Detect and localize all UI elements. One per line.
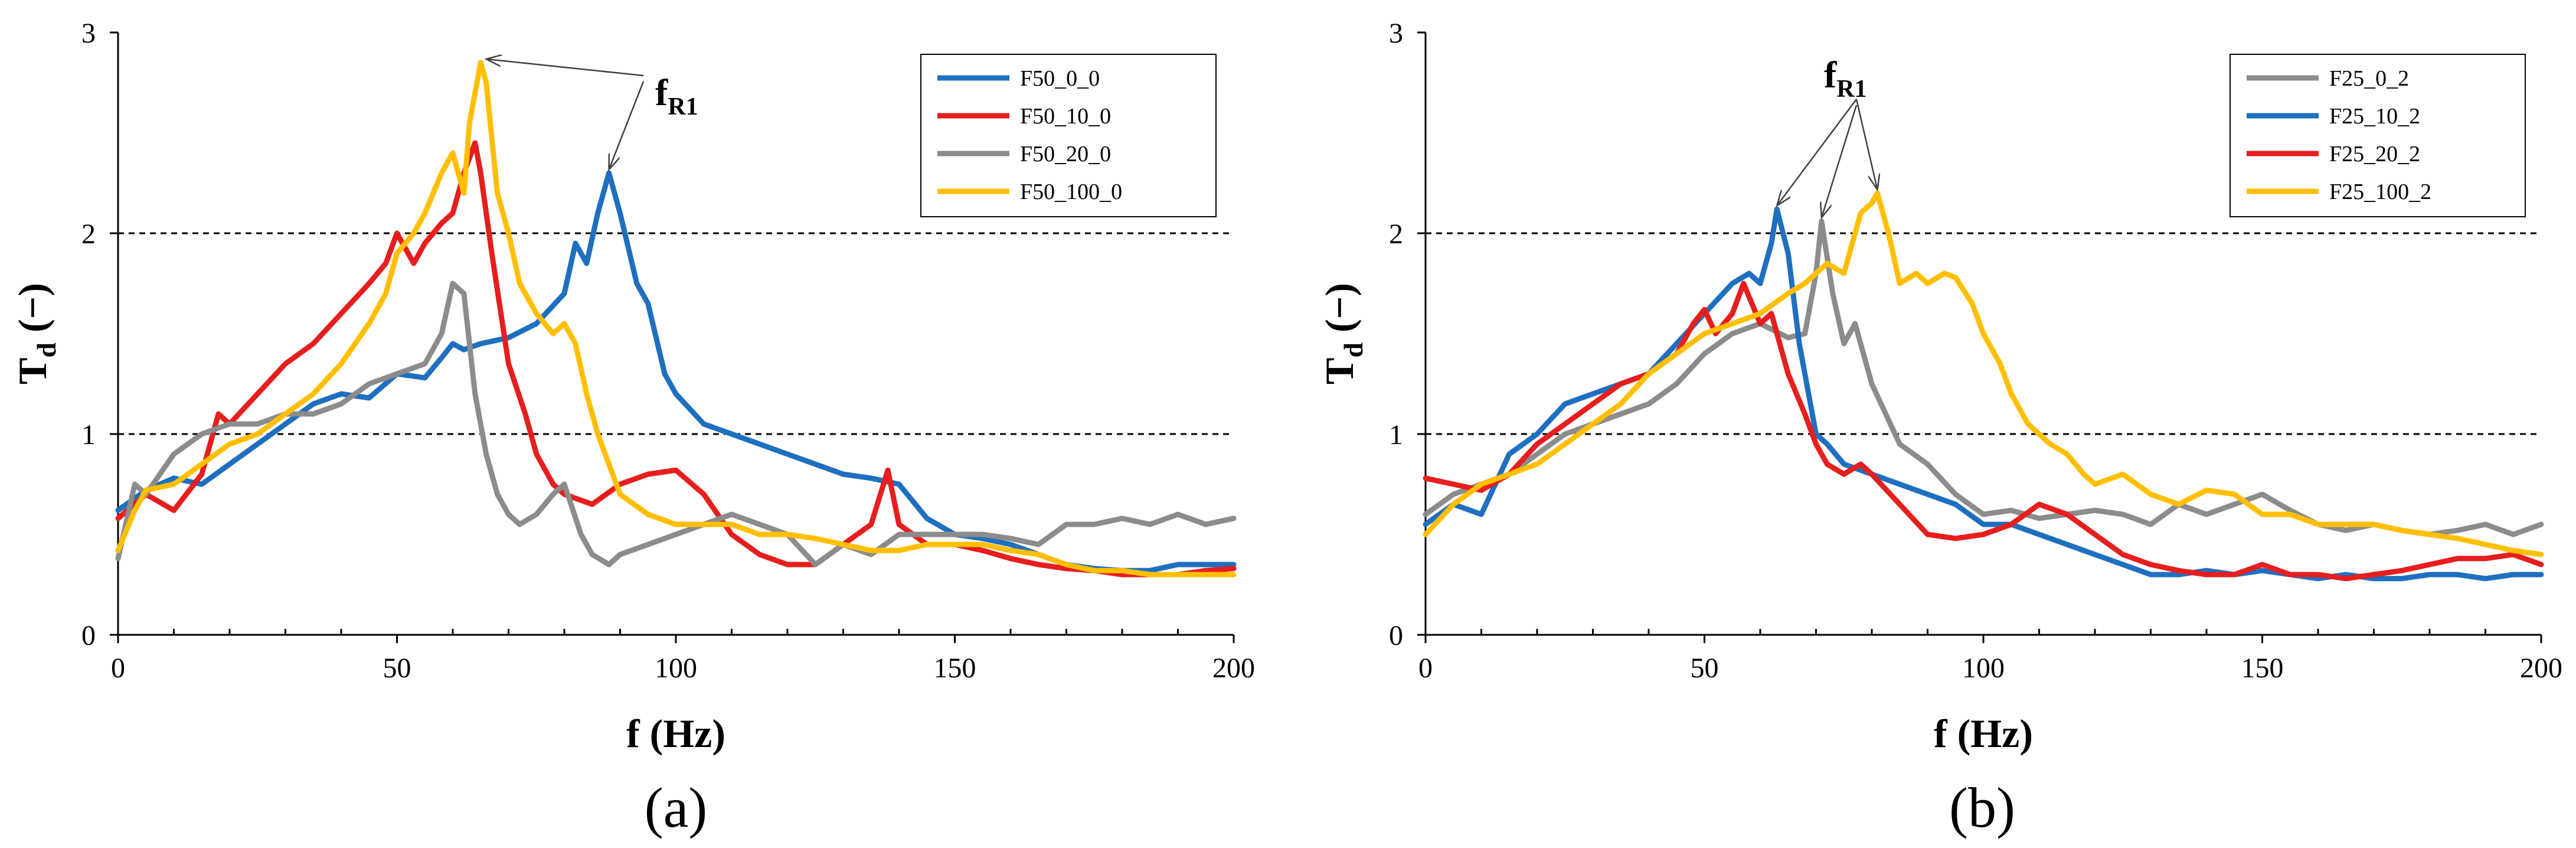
peak-annotation-label: fR1 [1824,54,1867,103]
y-tick-label: 0 [81,620,96,651]
peak-annotation-label: fR1 [655,71,698,120]
peak-annotation-arrow [1855,99,1877,190]
series-line-F25_100_2 [1423,190,2544,557]
x-tick-label: 50 [1691,653,1719,684]
y-tick-label: 1 [81,419,96,451]
legend-label: F25_10_2 [2329,104,2420,129]
series-line-F50_10_0 [115,140,1237,578]
series-line-F50_0_0 [115,170,1237,573]
series-line-F25_0_2 [1423,218,2544,537]
x-tick-label: 150 [934,653,976,684]
y-tick-label: 3 [1389,18,1403,49]
y-tick-label: 0 [1389,620,1403,651]
legend-label: F50_100_0 [1020,180,1122,204]
peak-annotation-arrow [1822,105,1858,218]
legend-label: F50_0_0 [1020,66,1100,91]
x-tick-label: 0 [1418,653,1433,684]
peak-annotation-main: f [1824,54,1837,96]
x-tick-label: 0 [111,653,125,684]
x-tick-label: 50 [383,653,411,684]
x-axis-label: f (Hz) [1934,711,2033,756]
peak-annotation-arrow [1777,99,1858,206]
series-line-F50_100_0 [115,60,1237,578]
y-tick-label: 2 [1389,218,1403,250]
peak-annotation-arrow [609,81,645,169]
x-tick-label: 100 [1962,653,2005,684]
peak-annotation-sub: R1 [668,93,698,120]
x-tick-label: 200 [2520,653,2562,684]
y-axis-label-main: T [1317,358,1362,384]
y-axis-label-sub: d [1338,343,1368,358]
legend-label: F25_0_2 [2329,66,2409,91]
y-axis-label-rest: (−) [1317,283,1362,343]
y-tick-label: 1 [1389,419,1403,451]
peak-annotation-main: f [655,71,668,113]
panel-a: 0 50 100 150 200 0 1 2 3 f (Hz) Td (−) F50_0_0 F50_1… [10,18,1255,839]
panel-caption: (a) [645,776,708,839]
y-tick-label: 3 [81,18,96,49]
series-line-F50_20_0 [115,281,1237,567]
y-axis-label-rest: (−) [10,283,55,343]
x-tick-label: 150 [2241,653,2284,684]
panel-caption: (b) [1949,776,2015,839]
legend-label: F50_10_0 [1020,104,1111,129]
y-tick-label: 2 [81,218,96,250]
legend-label: F50_20_0 [1020,142,1111,167]
y-axis-label: Td (−) [10,283,61,384]
legend-label: F25_20_2 [2329,142,2420,167]
peak-annotation-arrow [486,59,644,77]
x-axis-label: f (Hz) [626,711,725,756]
peak-annotation-sub: R1 [1836,76,1866,103]
y-axis-label-main: T [10,358,55,384]
legend-label: F25_100_2 [2329,180,2431,204]
y-axis-label-sub: d [31,343,61,358]
y-axis-label: Td (−) [1317,283,1368,384]
x-tick-label: 200 [1212,653,1255,684]
panel-b: 0 50 100 150 200 0 1 2 3 f (Hz) Td (−) F25_0_2 F25_1… [1317,18,2562,839]
x-tick-label: 100 [655,653,697,684]
